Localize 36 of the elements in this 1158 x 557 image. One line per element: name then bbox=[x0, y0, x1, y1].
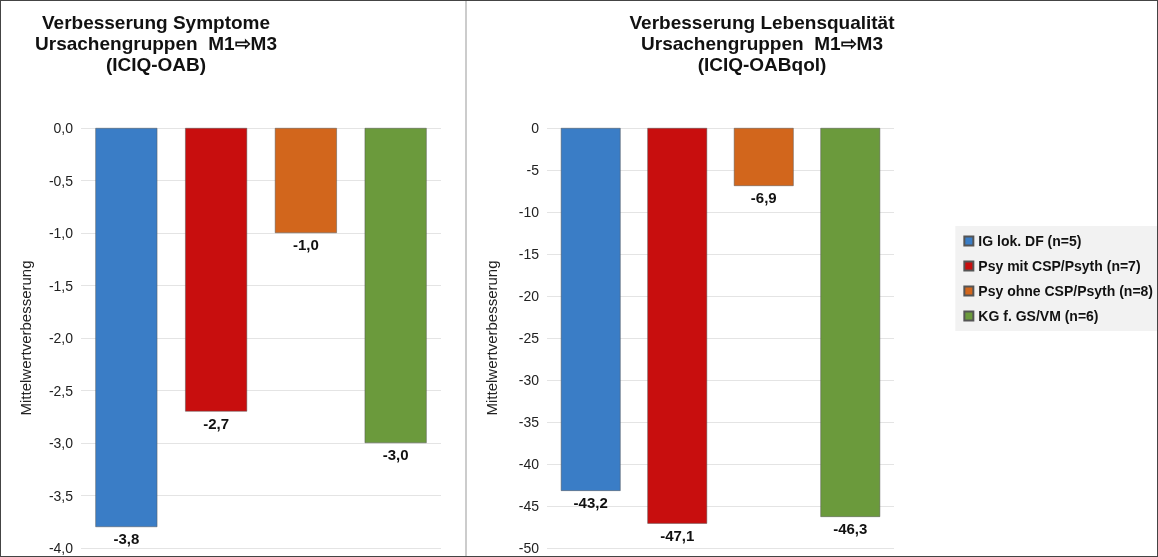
y-tick-label: -10 bbox=[518, 204, 540, 220]
legend-label: Psy ohne CSP/Psyth (n=8) bbox=[978, 283, 1154, 299]
y-tick-label: -35 bbox=[518, 414, 540, 430]
y-tick-label: 0 bbox=[531, 120, 540, 136]
y-tick-label: -15 bbox=[518, 246, 540, 262]
y-tick-label: -50 bbox=[518, 540, 540, 556]
y-axis-title: Mittelwertverbesserung bbox=[17, 260, 34, 416]
y-tick-label: -5 bbox=[526, 162, 540, 178]
y-tick-label: -1,0 bbox=[48, 225, 74, 241]
y-axis-title: Mittelwertverbesserung bbox=[483, 260, 500, 416]
data-label: -46,3 bbox=[833, 519, 868, 537]
y-tick-label: -3,0 bbox=[48, 435, 74, 451]
data-label: -3,0 bbox=[382, 446, 409, 463]
data-label: -1,0 bbox=[292, 236, 319, 253]
y-tick-label: 0,0 bbox=[53, 120, 74, 136]
data-label: -43,2 bbox=[573, 493, 608, 511]
y-tick-label: -2,5 bbox=[48, 382, 74, 399]
chart-title: Verbesserung Symptome Ursachengruppen M1⇨M3 (ICIQ-OAB) bbox=[35, 12, 277, 75]
y-tick-label: -4,0 bbox=[48, 540, 74, 556]
y-tick-label: -25 bbox=[518, 330, 540, 346]
data-label: -6,9 bbox=[750, 188, 777, 206]
y-tick-label: -0,5 bbox=[48, 172, 74, 189]
legend-label: IG lok. DF (n=5) bbox=[978, 233, 1082, 249]
y-tick-label: -2,0 bbox=[48, 330, 74, 346]
y-tick-label: -30 bbox=[518, 372, 540, 388]
y-tick-label: -20 bbox=[518, 288, 540, 304]
chart-title: Verbesserung Lebensqualität Ursachengruppen M1⇨M3 (ICIQ-OABqol) bbox=[629, 12, 896, 75]
y-tick-label: -40 bbox=[518, 456, 540, 472]
legend-label: KG f. GS/VM (n=6) bbox=[978, 308, 1099, 324]
y-tick-label: -45 bbox=[518, 498, 540, 514]
data-label: -2,7 bbox=[203, 414, 230, 432]
data-label: -47,1 bbox=[660, 526, 695, 544]
legend-label: Psy mit CSP/Psyth (n=7) bbox=[978, 258, 1141, 274]
data-label: -3,8 bbox=[113, 530, 140, 547]
y-tick-label: -1,5 bbox=[48, 277, 74, 294]
y-tick-label: -3,5 bbox=[48, 487, 74, 504]
